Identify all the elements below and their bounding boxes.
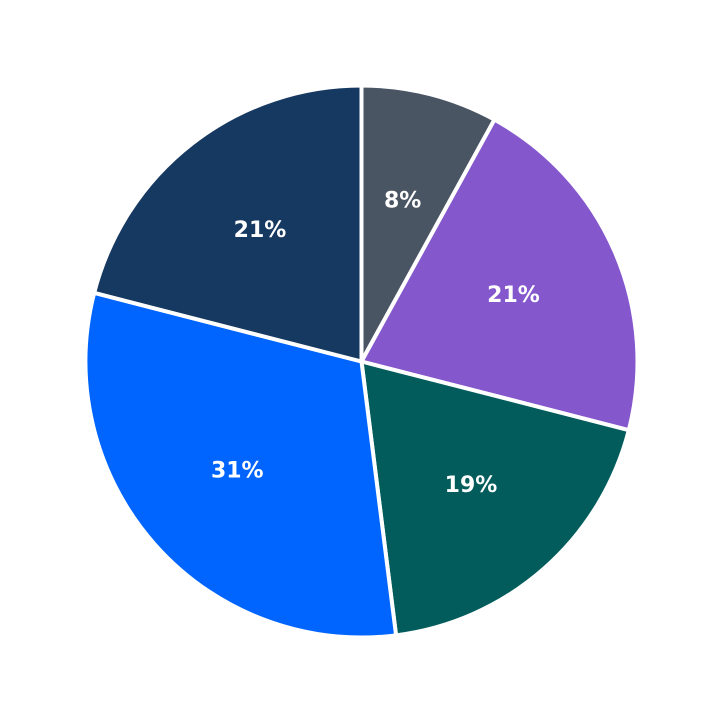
pie-labels: 8% 21% 19% 31% 21%: [211, 189, 540, 499]
pie-slice-4: [83, 290, 399, 640]
pie-slice-label-5: 21%: [234, 218, 287, 243]
pie-slice-label-1: 8%: [384, 189, 421, 214]
pie-slice-2: [359, 117, 640, 433]
pie-slice-label-2: 21%: [487, 283, 540, 308]
pie-slice-3: [359, 359, 631, 638]
pie-slice-5: [92, 83, 364, 364]
pie-slice-label-4: 31%: [211, 459, 264, 484]
pie-slices: [83, 83, 640, 640]
pie-slice-1: [359, 83, 497, 364]
pie-slice-label-3: 19%: [445, 473, 498, 498]
